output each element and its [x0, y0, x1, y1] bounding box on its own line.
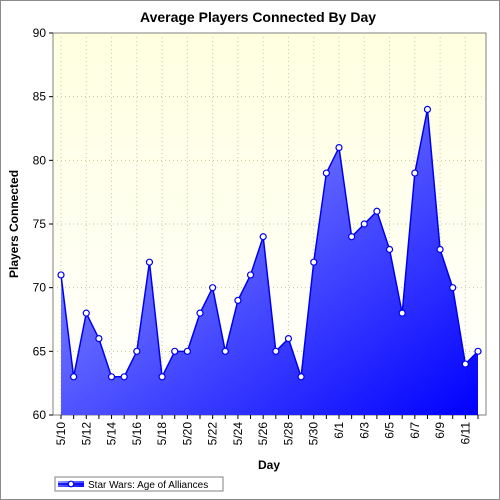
x-tick-label: 5/14 [105, 422, 119, 446]
data-point [70, 373, 78, 381]
data-point [145, 258, 154, 266]
data-point [474, 347, 482, 355]
data-point [310, 258, 318, 266]
x-tick-label: 5/16 [130, 422, 144, 446]
data-point [133, 347, 141, 355]
series-area [57, 105, 482, 416]
data-point [57, 271, 65, 279]
x-tick-label: 5/12 [79, 422, 93, 446]
data-point [423, 105, 432, 114]
data-point [436, 245, 444, 254]
x-tick-label: 5/24 [231, 422, 245, 446]
chart-title: Average Players Connected By Day [140, 9, 376, 25]
data-point [259, 233, 267, 241]
data-point [107, 373, 116, 381]
x-tick-label: 5/22 [206, 422, 220, 446]
y-tick-label: 75 [33, 217, 47, 231]
legend-label: Star Wars: Age of Alliances [88, 480, 208, 491]
data-point [95, 335, 103, 343]
x-tick-label: 5/26 [256, 422, 270, 446]
data-point [284, 335, 293, 343]
y-tick-label: 90 [33, 26, 47, 40]
x-tick-label: 5/28 [281, 422, 295, 446]
data-point [461, 360, 469, 368]
data-point [246, 271, 255, 279]
data-point [158, 373, 166, 381]
data-point [360, 220, 368, 228]
y-axis: 60 65 70 75 80 85 90 [33, 26, 53, 422]
x-tick-label: 6/5 [383, 422, 397, 439]
y-tick-label: 80 [33, 153, 47, 167]
x-tick-label: 5/10 [54, 422, 68, 446]
data-point [196, 309, 204, 317]
legend-box [54, 476, 224, 492]
x-tick-label: 6/9 [433, 422, 447, 439]
data-point [335, 144, 343, 152]
x-tick-label: 6/11 [458, 422, 472, 445]
y-axis-title: Players Connected [7, 170, 21, 278]
series-line [60, 109, 479, 380]
x-axis: 5/10 5/12 5/14 5/16 5/18 5/20 5/22 5/24 5/26 5/28… [54, 415, 479, 446]
data-point [120, 373, 128, 381]
legend-marker [67, 480, 75, 488]
data-point [348, 233, 356, 241]
data-point [234, 296, 242, 304]
data-point [398, 309, 406, 317]
y-tick-label: 60 [33, 408, 47, 422]
series-fill [61, 109, 478, 416]
data-point [449, 284, 457, 292]
x-tick-label: 6/1 [332, 422, 346, 439]
data-point [411, 169, 419, 177]
data-point [373, 207, 381, 215]
data-point [221, 347, 229, 355]
data-point [297, 373, 305, 381]
x-tick-label: 5/20 [180, 422, 194, 446]
x-tick-label: 5/30 [307, 422, 321, 446]
x-tick-label: 5/18 [155, 422, 169, 446]
data-point [82, 309, 90, 317]
legend: Star Wars: Age of Alliances [54, 476, 224, 492]
data-point [209, 284, 217, 292]
data-point [322, 169, 330, 177]
x-axis-title: Day [258, 458, 280, 472]
data-point [385, 245, 394, 254]
y-tick-label: 70 [33, 281, 47, 295]
y-tick-label: 85 [33, 90, 47, 104]
data-point [171, 347, 179, 355]
data-point [272, 347, 280, 355]
data-point [183, 347, 191, 355]
x-tick-label: 6/7 [408, 422, 422, 439]
x-tick-label: 6/3 [357, 422, 371, 439]
y-tick-label: 65 [33, 344, 47, 358]
